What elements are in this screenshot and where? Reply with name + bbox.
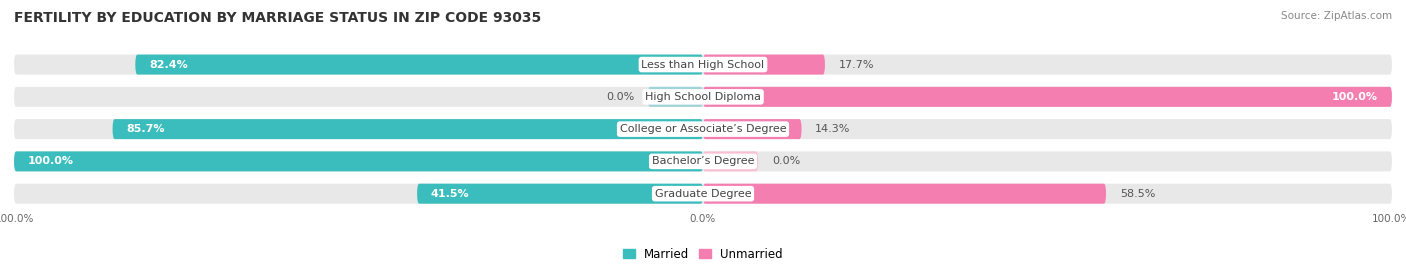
FancyBboxPatch shape xyxy=(703,55,825,75)
Text: 0.0%: 0.0% xyxy=(606,92,634,102)
Text: Bachelor’s Degree: Bachelor’s Degree xyxy=(652,156,754,167)
FancyBboxPatch shape xyxy=(703,87,1392,107)
Text: Source: ZipAtlas.com: Source: ZipAtlas.com xyxy=(1281,11,1392,21)
FancyBboxPatch shape xyxy=(14,151,1392,171)
Text: 85.7%: 85.7% xyxy=(127,124,165,134)
Text: 58.5%: 58.5% xyxy=(1119,189,1156,199)
Text: 82.4%: 82.4% xyxy=(149,59,188,70)
Text: 100.0%: 100.0% xyxy=(28,156,75,167)
FancyBboxPatch shape xyxy=(14,119,1392,139)
Text: 100.0%: 100.0% xyxy=(1331,92,1378,102)
FancyBboxPatch shape xyxy=(703,184,1107,204)
Text: High School Diploma: High School Diploma xyxy=(645,92,761,102)
FancyBboxPatch shape xyxy=(418,184,703,204)
Text: Less than High School: Less than High School xyxy=(641,59,765,70)
Text: Graduate Degree: Graduate Degree xyxy=(655,189,751,199)
Text: 14.3%: 14.3% xyxy=(815,124,851,134)
Text: 41.5%: 41.5% xyxy=(430,189,470,199)
FancyBboxPatch shape xyxy=(14,87,1392,107)
FancyBboxPatch shape xyxy=(648,87,703,107)
FancyBboxPatch shape xyxy=(703,119,801,139)
Text: 17.7%: 17.7% xyxy=(839,59,875,70)
FancyBboxPatch shape xyxy=(135,55,703,75)
FancyBboxPatch shape xyxy=(112,119,703,139)
Text: College or Associate’s Degree: College or Associate’s Degree xyxy=(620,124,786,134)
FancyBboxPatch shape xyxy=(14,55,1392,75)
FancyBboxPatch shape xyxy=(703,151,758,171)
Text: FERTILITY BY EDUCATION BY MARRIAGE STATUS IN ZIP CODE 93035: FERTILITY BY EDUCATION BY MARRIAGE STATU… xyxy=(14,11,541,25)
FancyBboxPatch shape xyxy=(14,184,1392,204)
Legend: Married, Unmarried: Married, Unmarried xyxy=(619,243,787,265)
Text: 0.0%: 0.0% xyxy=(772,156,800,167)
FancyBboxPatch shape xyxy=(14,151,703,171)
